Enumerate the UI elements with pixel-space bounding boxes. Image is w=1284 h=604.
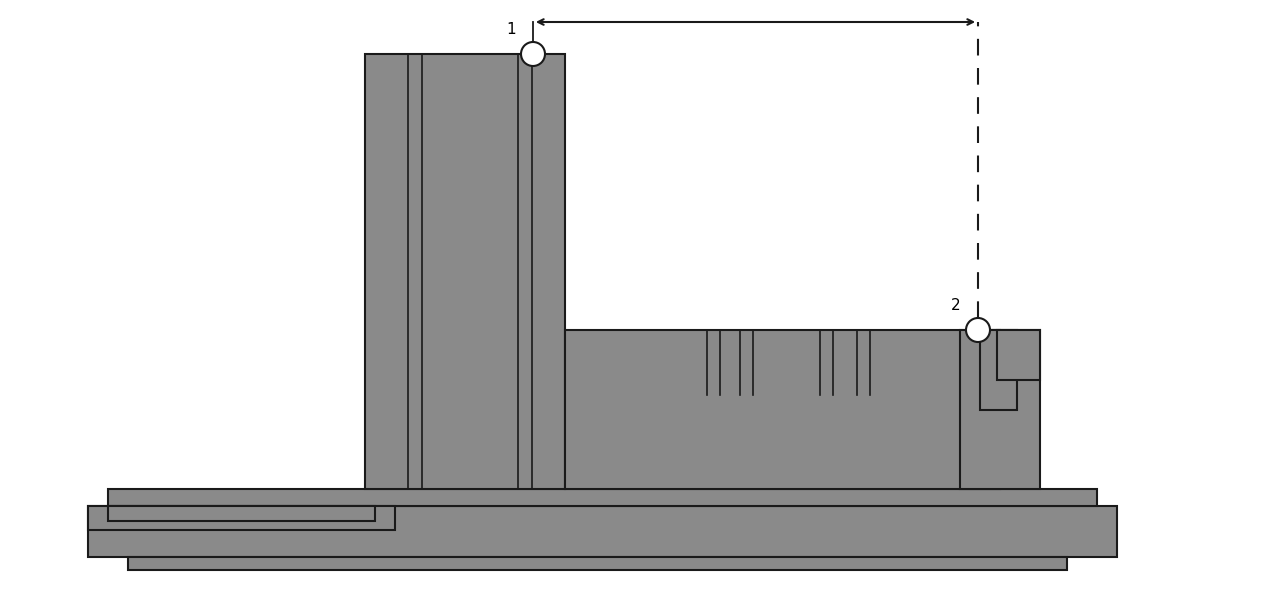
Bar <box>365 54 565 489</box>
Bar <box>996 330 1040 380</box>
Bar <box>89 506 395 530</box>
Text: 1: 1 <box>506 22 516 36</box>
Bar <box>565 330 1000 489</box>
Bar <box>108 489 1097 506</box>
Bar <box>128 557 1067 570</box>
Circle shape <box>966 318 990 342</box>
Circle shape <box>521 42 544 66</box>
Bar <box>980 330 1017 410</box>
Bar <box>89 506 1117 557</box>
Text: 2: 2 <box>951 298 960 312</box>
Bar <box>960 330 1040 489</box>
Bar <box>108 506 375 521</box>
